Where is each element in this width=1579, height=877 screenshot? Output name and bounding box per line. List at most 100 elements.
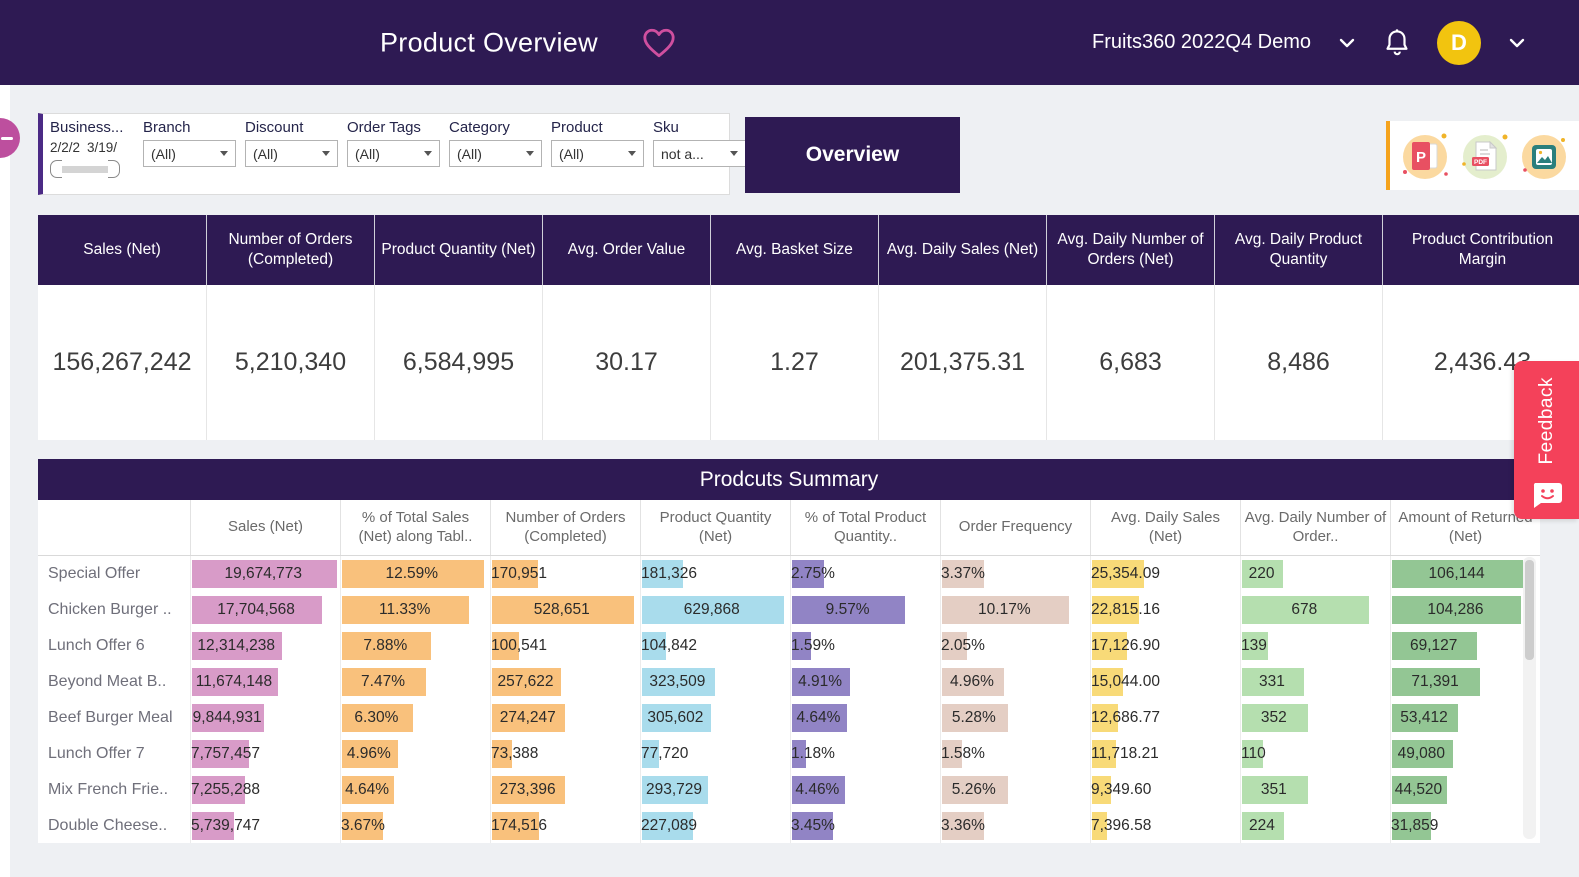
workbook-chevron-down-icon[interactable] bbox=[1337, 33, 1357, 53]
summary-cell[interactable]: 11,674,148 bbox=[190, 664, 340, 700]
slider-handle-left[interactable] bbox=[50, 160, 62, 178]
date-range-start[interactable]: 2/2/2 bbox=[50, 140, 81, 155]
summary-cell[interactable]: 104,842 bbox=[640, 628, 790, 664]
summary-cell[interactable]: 71,391 bbox=[1390, 664, 1540, 700]
summary-cell[interactable]: 9,349.60 bbox=[1090, 772, 1240, 808]
collapse-panel-button[interactable] bbox=[0, 118, 20, 158]
summary-cell[interactable]: 9.57% bbox=[790, 592, 940, 628]
filter-select-category[interactable]: (All) bbox=[449, 140, 542, 167]
date-range-slider[interactable] bbox=[50, 160, 134, 178]
summary-cell[interactable]: 4.96% bbox=[340, 736, 490, 772]
summary-cell[interactable]: 224 bbox=[1240, 808, 1390, 843]
table-row[interactable]: Special Offer 19,674,773 12.59% 170,951 181,… bbox=[38, 556, 1540, 592]
powerpoint-export-icon[interactable]: P bbox=[1400, 128, 1450, 184]
summary-cell[interactable]: 3.67% bbox=[340, 808, 490, 843]
favorite-heart-icon[interactable] bbox=[642, 27, 676, 59]
summary-cell[interactable]: 220 bbox=[1240, 556, 1390, 592]
summary-cell[interactable]: 12.59% bbox=[340, 556, 490, 592]
summary-cell[interactable]: 44,520 bbox=[1390, 772, 1540, 808]
summary-cell[interactable]: 9,844,931 bbox=[190, 700, 340, 736]
summary-cell[interactable]: 305,602 bbox=[640, 700, 790, 736]
summary-cell[interactable]: 7,396.58 bbox=[1090, 808, 1240, 843]
summary-cell[interactable]: 69,127 bbox=[1390, 628, 1540, 664]
summary-cell[interactable]: 7.88% bbox=[340, 628, 490, 664]
summary-cell[interactable]: 4.96% bbox=[940, 664, 1090, 700]
table-row[interactable]: Beef Burger Meal 9,844,931 6.30% 274,247 305… bbox=[38, 700, 1540, 736]
table-row[interactable]: Double Cheese.. 5,739,747 3.67% 174,516 227,… bbox=[38, 808, 1540, 843]
summary-cell[interactable]: 4.91% bbox=[790, 664, 940, 700]
summary-cell[interactable]: 5.26% bbox=[940, 772, 1090, 808]
summary-cell[interactable]: 15,044.00 bbox=[1090, 664, 1240, 700]
summary-cell[interactable]: 1.58% bbox=[940, 736, 1090, 772]
summary-cell[interactable]: 323,509 bbox=[640, 664, 790, 700]
summary-cell[interactable]: 678 bbox=[1240, 592, 1390, 628]
summary-cell[interactable]: 1.59% bbox=[790, 628, 940, 664]
table-row[interactable]: Chicken Burger .. 17,704,568 11.33% 528,651… bbox=[38, 592, 1540, 628]
summary-cell[interactable]: 528,651 bbox=[490, 592, 640, 628]
summary-cell[interactable]: 351 bbox=[1240, 772, 1390, 808]
slider-handle-right[interactable] bbox=[108, 160, 120, 178]
summary-cell[interactable]: 174,516 bbox=[490, 808, 640, 843]
summary-cell[interactable]: 331 bbox=[1240, 664, 1390, 700]
summary-cell[interactable]: 7.47% bbox=[340, 664, 490, 700]
summary-cell[interactable]: 25,354.09 bbox=[1090, 556, 1240, 592]
summary-cell[interactable]: 6.30% bbox=[340, 700, 490, 736]
summary-column-header[interactable]: % of Total Product Quantity.. bbox=[790, 500, 940, 555]
summary-cell[interactable]: 77,720 bbox=[640, 736, 790, 772]
filter-select-branch[interactable]: (All) bbox=[143, 140, 236, 167]
summary-cell[interactable]: 5,739,747 bbox=[190, 808, 340, 843]
vertical-scrollbar[interactable] bbox=[1523, 557, 1536, 839]
summary-column-header[interactable]: Order Frequency bbox=[940, 500, 1090, 555]
summary-cell[interactable]: 227,089 bbox=[640, 808, 790, 843]
table-row[interactable]: Mix French Frie.. 7,255,288 4.64% 273,396 29… bbox=[38, 772, 1540, 808]
summary-cell[interactable]: 1.18% bbox=[790, 736, 940, 772]
summary-cell[interactable]: 10.17% bbox=[940, 592, 1090, 628]
user-avatar[interactable]: D bbox=[1437, 20, 1481, 65]
filter-select-order-tags[interactable]: (All) bbox=[347, 140, 440, 167]
summary-cell[interactable]: 53,412 bbox=[1390, 700, 1540, 736]
summary-cell[interactable]: 3.36% bbox=[940, 808, 1090, 843]
summary-column-header[interactable]: Sales (Net) bbox=[190, 500, 340, 555]
summary-cell[interactable]: 5.28% bbox=[940, 700, 1090, 736]
notifications-bell-icon[interactable] bbox=[1383, 28, 1411, 58]
summary-column-header[interactable]: Number of Orders (Completed) bbox=[490, 500, 640, 555]
summary-cell[interactable]: 17,704,568 bbox=[190, 592, 340, 628]
summary-cell[interactable]: 4.64% bbox=[790, 700, 940, 736]
user-menu-chevron-down-icon[interactable] bbox=[1507, 33, 1527, 53]
summary-cell[interactable]: 49,080 bbox=[1390, 736, 1540, 772]
summary-cell[interactable]: 2.05% bbox=[940, 628, 1090, 664]
scrollbar-thumb[interactable] bbox=[1525, 560, 1534, 660]
feedback-tab[interactable]: Feedback bbox=[1514, 361, 1579, 519]
summary-cell[interactable]: 19,674,773 bbox=[190, 556, 340, 592]
filter-select-product[interactable]: (All) bbox=[551, 140, 644, 167]
summary-cell[interactable]: 170,951 bbox=[490, 556, 640, 592]
filter-select-discount[interactable]: (All) bbox=[245, 140, 338, 167]
summary-cell[interactable]: 352 bbox=[1240, 700, 1390, 736]
pdf-export-icon[interactable]: PDF bbox=[1460, 128, 1510, 184]
summary-column-header[interactable]: Avg. Daily Sales (Net) bbox=[1090, 500, 1240, 555]
summary-cell[interactable]: 293,729 bbox=[640, 772, 790, 808]
summary-cell[interactable]: 106,144 bbox=[1390, 556, 1540, 592]
table-row[interactable]: Lunch Offer 7 7,757,457 4.96% 73,388 77,720 1… bbox=[38, 736, 1540, 772]
summary-column-header[interactable]: Product Quantity (Net) bbox=[640, 500, 790, 555]
image-export-icon[interactable] bbox=[1519, 128, 1569, 184]
summary-cell[interactable]: 104,286 bbox=[1390, 592, 1540, 628]
table-row[interactable]: Beyond Meat B.. 11,674,148 7.47% 257,622 323… bbox=[38, 664, 1540, 700]
workbook-selector[interactable]: Fruits360 2022Q4 Demo bbox=[1091, 31, 1311, 53]
summary-cell[interactable]: 11,718.21 bbox=[1090, 736, 1240, 772]
summary-cell[interactable]: 629,868 bbox=[640, 592, 790, 628]
summary-cell[interactable]: 22,815.16 bbox=[1090, 592, 1240, 628]
summary-cell[interactable]: 11.33% bbox=[340, 592, 490, 628]
summary-cell[interactable]: 274,247 bbox=[490, 700, 640, 736]
summary-cell[interactable]: 110 bbox=[1240, 736, 1390, 772]
summary-cell[interactable]: 7,757,457 bbox=[190, 736, 340, 772]
summary-cell[interactable]: 3.45% bbox=[790, 808, 940, 843]
summary-cell[interactable]: 7,255,288 bbox=[190, 772, 340, 808]
table-row[interactable]: Lunch Offer 6 12,314,238 7.88% 100,541 104,8… bbox=[38, 628, 1540, 664]
summary-cell[interactable]: 4.46% bbox=[790, 772, 940, 808]
summary-cell[interactable]: 4.64% bbox=[340, 772, 490, 808]
summary-cell[interactable]: 31,859 bbox=[1390, 808, 1540, 843]
summary-cell[interactable]: 73,388 bbox=[490, 736, 640, 772]
summary-column-header[interactable]: Amount of Returned (Net) bbox=[1390, 500, 1540, 555]
tab-overview[interactable]: Overview bbox=[745, 117, 960, 193]
